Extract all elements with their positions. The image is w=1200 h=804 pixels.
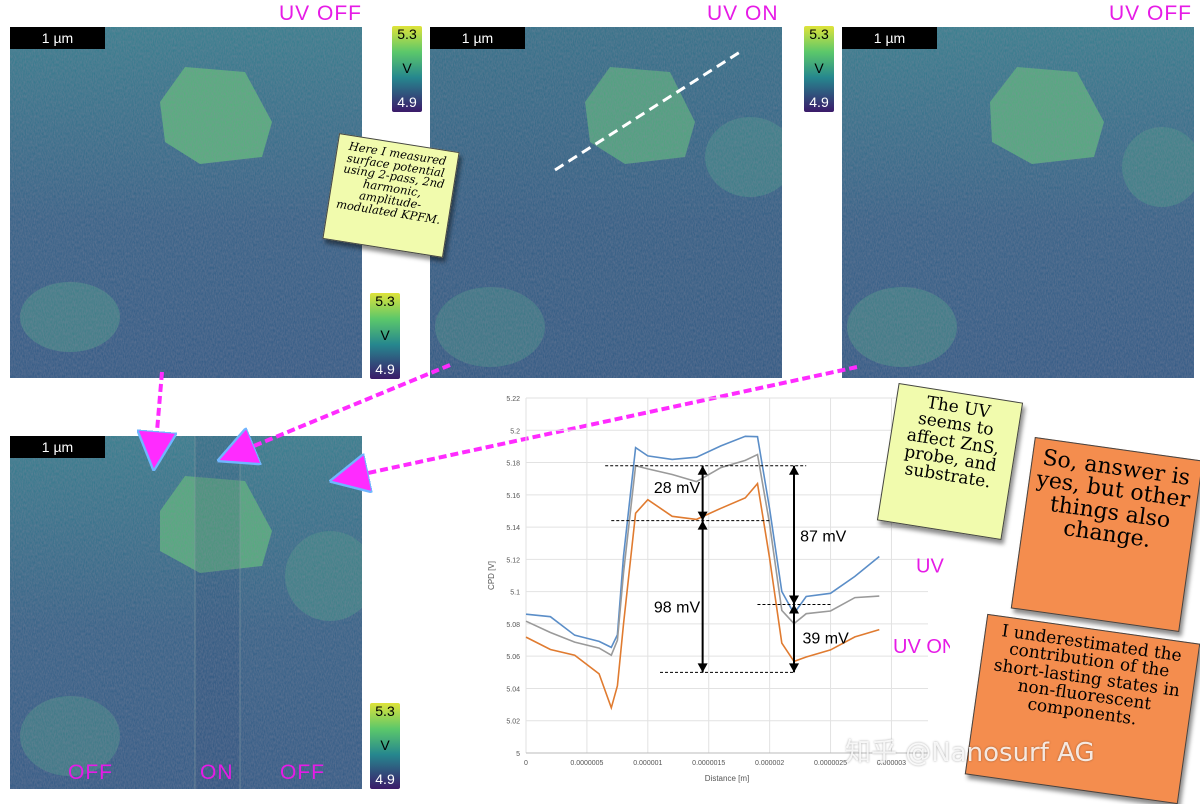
y-tick-label: 5.1 (510, 590, 520, 597)
x-tick-label: 0.000001 (633, 760, 662, 767)
x-axis-label: Distance [m] (705, 774, 749, 783)
colorbar-min: 4.9 (375, 771, 395, 787)
colorbar-min: 4.9 (809, 94, 829, 110)
y-tick-label: 5.16 (506, 493, 520, 500)
series-label-uv-off: UV OFF (916, 555, 950, 577)
note-answer: So, answer is yes, but other things also… (1010, 437, 1200, 632)
arrow-map1-to-combined (155, 371, 162, 455)
series-line-2 (525, 453, 880, 657)
segment-label-off-2: OFF (280, 761, 325, 784)
x-tick-label: 0.0000005 (570, 760, 603, 767)
colorbar: 5.3 V 4.9 (370, 703, 400, 789)
colorbar-max: 5.3 (375, 293, 395, 309)
y-axis-label: CPD [V] (487, 561, 496, 590)
segment-label-on: ON (200, 761, 234, 784)
map-title-uv-off-2: UV OFF (1109, 2, 1192, 25)
colorbar-max: 5.3 (809, 26, 829, 42)
x-tick-label: 0.000003 (877, 760, 906, 767)
colorbar-unit: V (380, 737, 390, 753)
map-title-uv-on: UV ON (707, 2, 779, 25)
annotation-label: 39 mV (803, 630, 850, 647)
y-tick-label: 5.06 (506, 654, 520, 661)
kpfm-map-uv-off-2: 1 µm (842, 27, 1194, 378)
y-tick-label: 5.04 (506, 686, 520, 693)
watermark: 知乎 @Nanosurf AG (845, 738, 1095, 768)
profile-line (554, 50, 741, 172)
arrow-87mv-head-top (789, 465, 799, 475)
x-tick-label: 0.0000025 (814, 760, 847, 767)
note-uv-effect: The UV seems to affect ZnS, probe, and s… (876, 383, 1024, 540)
arrow-map2-to-combined (232, 363, 451, 455)
arrow-39mv-head-bottom (789, 663, 799, 673)
y-tick-label: 5.12 (506, 557, 520, 564)
y-tick-label: 5 (516, 751, 520, 758)
colorbar-unit: V (402, 60, 412, 76)
colorbar-min: 4.9 (375, 361, 395, 377)
annotation-label: 98 mV (654, 600, 701, 617)
scale-bar: 1 µm (430, 27, 525, 49)
series-line-3 (525, 481, 880, 711)
colorbar-max: 5.3 (375, 703, 395, 719)
y-tick-label: 5.22 (506, 396, 520, 403)
x-tick-label: 0.000002 (755, 760, 784, 767)
y-tick-label: 5.02 (506, 719, 520, 726)
arrow-28mv-head-bottom (697, 511, 708, 521)
note-method: Here I measured surface potential using … (322, 133, 460, 258)
series-line-1 (525, 435, 880, 649)
x-tick-label: 0 (524, 760, 528, 767)
scale-bar: 1 µm (842, 27, 937, 49)
arrow-map3-to-combined (345, 365, 858, 478)
kpfm-map-combined: 1 µm OFF ON OFF (10, 436, 362, 789)
y-tick-label: 5.2 (510, 428, 520, 435)
map-title-uv-off-1: UV OFF (279, 2, 362, 25)
arrow-98mv-head-bottom (697, 663, 708, 673)
scale-bar: 1 µm (10, 436, 105, 458)
arrow-28mv-head-top (697, 465, 708, 475)
series-label-uv-on: UV ON (893, 636, 950, 658)
colorbar-min: 4.9 (397, 94, 417, 110)
cpd-line-chart: 5 5.02 5.04 5.06 5.08 5.1 5.12 5.14 5.16 5.18 5.2 5… (487, 396, 950, 783)
colorbar-unit: V (380, 327, 390, 343)
x-tick-label: 0.0000015 (692, 760, 725, 767)
arrow-98mv-head-top (697, 520, 708, 530)
y-tick-label: 5.18 (506, 461, 520, 468)
note-underestimated: I underestimated the contribution of the… (964, 613, 1200, 804)
y-tick-label: 5.08 (506, 622, 520, 629)
kpfm-map-uv-off-1: 1 µm (10, 27, 362, 378)
y-tick-label: 5.14 (506, 525, 520, 532)
annotation-label: 28 mV (654, 480, 701, 497)
annotation-label: 87 mV (800, 529, 847, 546)
arrow-87mv-head-bottom (789, 595, 799, 605)
colorbar: 5.3 V 4.9 (370, 293, 400, 379)
colorbar-max: 5.3 (397, 26, 417, 42)
segment-label-off-1: OFF (68, 761, 113, 784)
arrow-39mv-head-top (789, 604, 799, 614)
scale-bar: 1 µm (10, 27, 105, 49)
colorbar-unit: V (814, 60, 824, 76)
colorbar: 5.3 V 4.9 (392, 26, 422, 112)
colorbar: 5.3 V 4.9 (804, 26, 834, 112)
kpfm-map-uv-on: 1 µm (430, 27, 782, 378)
